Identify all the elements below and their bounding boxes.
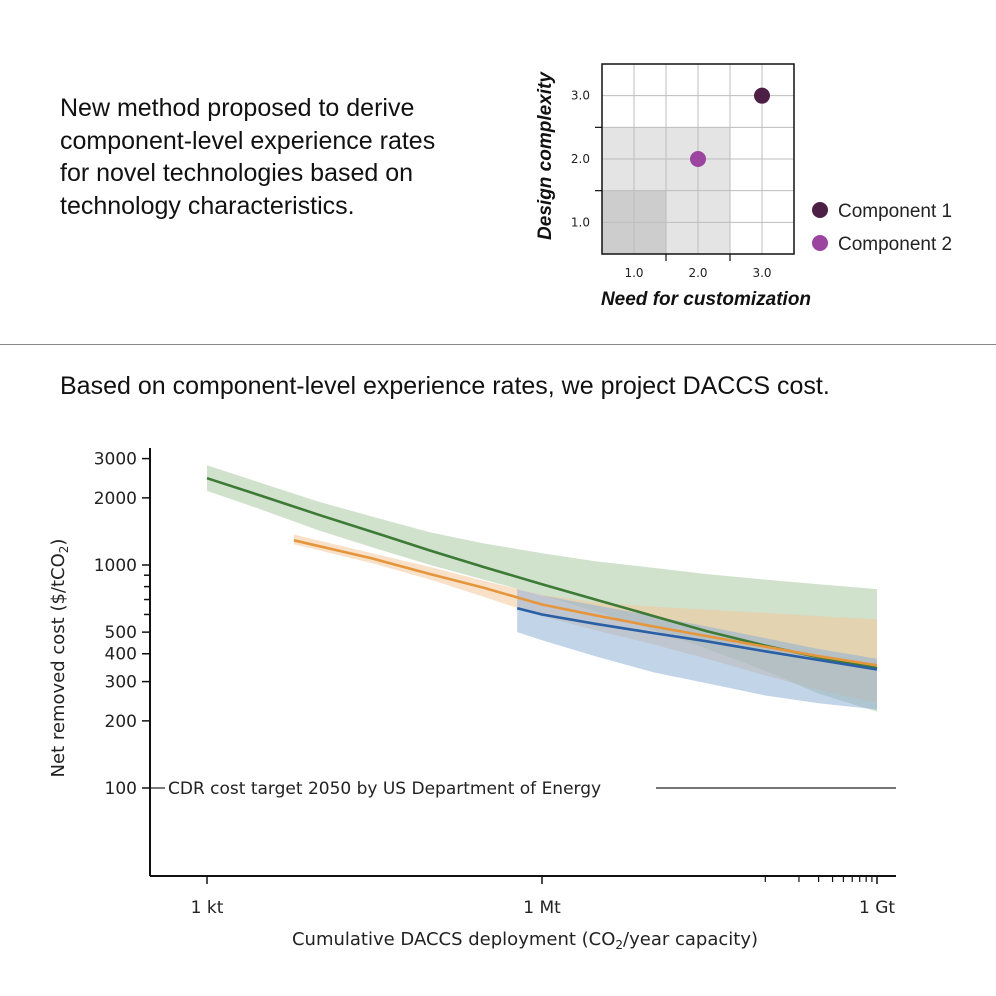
- doe-target: CDR cost target 2050 by US Department of…: [150, 779, 896, 799]
- x-tick-label: 1 Gt: [859, 898, 895, 918]
- y-tick-label: 200: [105, 712, 137, 732]
- mini-point-component-1: [754, 87, 770, 104]
- uncertainty-band-3: [517, 589, 877, 710]
- y-tick-label: 100: [105, 779, 137, 799]
- mini-x-tick-label: 3.0: [752, 266, 771, 280]
- mini-point-component-2: [690, 151, 706, 167]
- x-axis-title-close: /year capacity): [623, 929, 758, 950]
- series-line-2: [293, 539, 878, 667]
- uncertainty-band-1: [207, 465, 877, 712]
- x-axis-title-sub: 2: [615, 938, 623, 952]
- series-lines: [206, 476, 878, 671]
- lead-text: Based on component-level experience rate…: [60, 372, 830, 400]
- mini-x-tick-label: 1.0: [624, 266, 643, 280]
- mini-frame: [601, 63, 795, 255]
- mini-y-axis-title: Design complexity: [535, 71, 556, 240]
- x-tick-label: 1 kt: [191, 898, 224, 918]
- y-tick-label: 300: [105, 673, 137, 693]
- series-line-3: [516, 606, 878, 671]
- mini-x-axis-title: Need for customization: [601, 289, 811, 310]
- y-tick-label: 400: [105, 645, 137, 665]
- y-tick-label: 1000: [94, 556, 137, 576]
- mini-legend: Component 1 Component 2: [812, 201, 952, 255]
- main-cost-chart: CDR cost target 2050 by US Department of…: [48, 448, 896, 952]
- y-tick-label: 2000: [94, 489, 137, 509]
- uncertainty-bands: [207, 465, 877, 712]
- y-axis-title-main: Net removed cost ($/tCO: [48, 553, 69, 777]
- mini-y-tick-label: 2.0: [571, 152, 590, 166]
- target-annotation: CDR cost target 2050 by US Department of…: [168, 779, 601, 799]
- legend-marker-component-2: [812, 235, 828, 251]
- y-axis-title: Net removed cost ($/tCO2): [48, 539, 71, 778]
- x-axis-title: Cumulative DACCS deployment (CO2/year ca…: [292, 929, 758, 952]
- intro-line-4: technology characteristics.: [60, 191, 355, 220]
- mini-ticks: 1.0 2.0 3.0 1.0 2.0 3.0: [571, 89, 772, 280]
- mini-y-tick-label: 3.0: [571, 89, 590, 103]
- x-axis-title-main: Cumulative DACCS deployment (CO: [292, 929, 615, 950]
- y-axis-title-close: ): [48, 539, 69, 546]
- legend-label-component-1: Component 1: [838, 201, 952, 222]
- legend-label-component-2: Component 2: [838, 234, 952, 255]
- intro-line-2: component-level experience rates: [60, 126, 436, 155]
- mini-x-tick-label: 2.0: [688, 266, 707, 280]
- mini-scatter-chart: 1.0 2.0 3.0 1.0 2.0 3.0 Need for customizatio…: [535, 63, 952, 310]
- intro-line-1: New method proposed to derive: [60, 94, 415, 122]
- main-axes: [149, 448, 896, 877]
- mini-points: [690, 87, 770, 167]
- legend-marker-component-1: [812, 202, 828, 218]
- x-ticks: 1 kt 1 Mt 1 Gt: [191, 876, 895, 918]
- intro-text: New method proposed to derive component-…: [60, 92, 500, 222]
- y-tick-label: 3000: [94, 450, 137, 470]
- y-axis-title-sub: 2: [57, 546, 71, 554]
- intro-line-3: for novel technologies based on: [60, 159, 414, 187]
- x-tick-label: 1 Mt: [523, 898, 561, 918]
- section-divider: [0, 344, 996, 345]
- y-tick-label: 500: [105, 623, 137, 643]
- mini-grid: [602, 64, 794, 254]
- mini-y-tick-label: 1.0: [571, 215, 590, 229]
